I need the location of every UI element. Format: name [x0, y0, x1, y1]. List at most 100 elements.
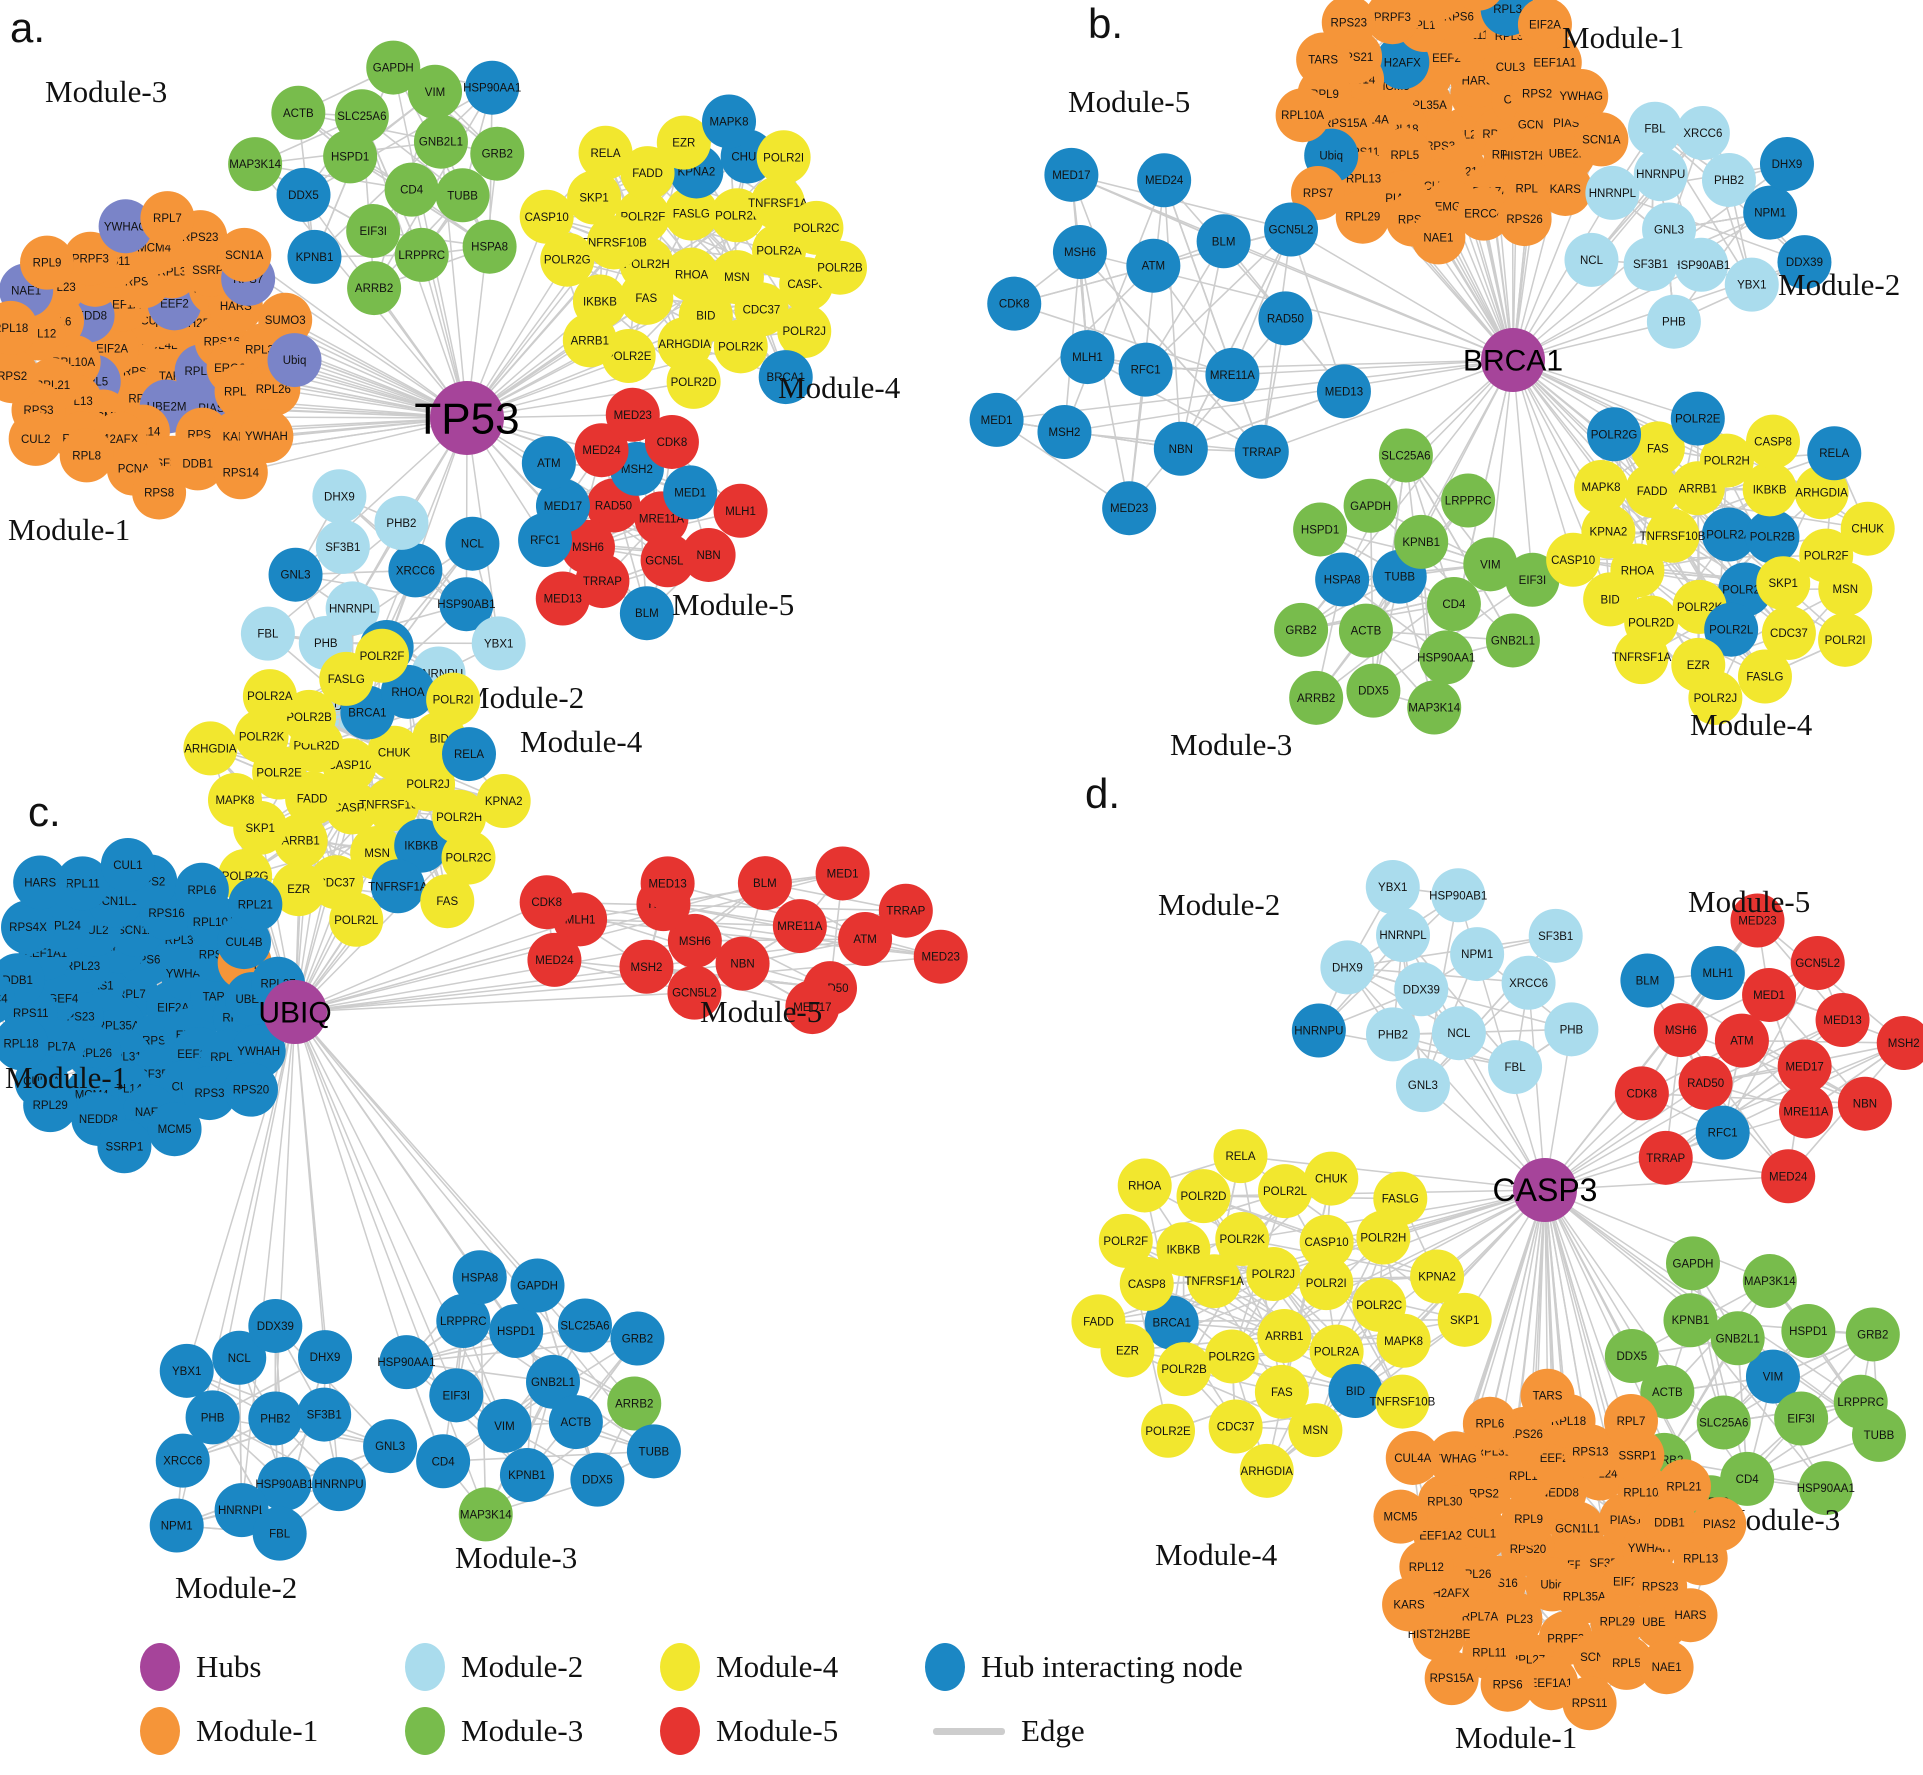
node-circle	[527, 932, 582, 987]
node-label: MSH6	[1665, 1025, 1697, 1037]
node-circle	[1343, 478, 1398, 533]
node-circle	[1599, 1635, 1654, 1690]
node-circle	[1365, 0, 1420, 45]
node-label: MED24	[1145, 175, 1184, 187]
node-ssrp1: SSRP1	[97, 1119, 152, 1174]
node-circle	[1663, 1293, 1718, 1348]
node-npm1: NPM1	[149, 1498, 204, 1553]
node-label: KARS	[1393, 1599, 1425, 1611]
node-label: POLR2A	[247, 691, 293, 703]
node-fas: FAS	[1630, 421, 1685, 476]
node-arrb2: ARRB2	[347, 261, 402, 316]
node-label: MED17	[1785, 1061, 1823, 1073]
node-label: RPL7A	[39, 1042, 76, 1054]
node-label: ATM	[1730, 1036, 1753, 1048]
node-circle	[1627, 101, 1682, 156]
node-label: RPS4X	[9, 922, 47, 934]
node-hspd1: HSPD1	[1781, 1303, 1836, 1358]
node-rps8: RPS8	[132, 465, 187, 520]
node-med23: MED23	[605, 387, 660, 442]
node-label: CUL3	[1496, 62, 1525, 74]
node-label: EEF2	[1432, 53, 1461, 65]
node-label: CHUK	[1315, 1174, 1348, 1186]
node-phb: PHB	[1646, 294, 1701, 349]
node-ybx1: YBX1	[1724, 257, 1779, 312]
node-polr2b: POLR2B	[1157, 1342, 1212, 1397]
node-label: RPL9	[33, 258, 62, 270]
node-circle	[1373, 1171, 1428, 1226]
node-circle	[1463, 537, 1518, 592]
node-skp1: SKP1	[567, 170, 622, 225]
node-label: MCM5	[158, 1124, 192, 1136]
node-circle	[334, 89, 389, 144]
node-circle	[557, 1298, 612, 1353]
node-label: RPL10A	[1623, 1488, 1666, 1500]
node-label: TNFRSF10B	[1369, 1397, 1435, 1409]
node-circle	[1497, 192, 1552, 247]
node-label: RPS26	[1506, 214, 1542, 226]
node-grb2: GRB2	[610, 1311, 665, 1366]
node-label: TNFRSF1A	[1612, 652, 1672, 664]
node-label: EEF1A2	[1419, 1531, 1462, 1543]
node-mre11a: MRE11A	[1778, 1084, 1833, 1139]
node-faslg: FASLG	[664, 186, 719, 241]
edge	[1405, 455, 1514, 641]
node-slc25a6: SLC25A6	[1696, 1395, 1751, 1450]
edge	[1014, 302, 1233, 376]
node-rps26: RPS26	[1497, 192, 1552, 247]
node-label: RPL29	[33, 1100, 68, 1112]
node-label: HIST2H2BE	[1408, 1629, 1471, 1641]
node-circle	[374, 495, 429, 550]
node-ercc4: ERCC4	[1456, 186, 1511, 241]
node-label: EEF1A1	[1530, 1678, 1573, 1690]
node-label: POLR2F	[621, 211, 666, 223]
node-circle	[240, 606, 295, 661]
node-circle	[1742, 1254, 1797, 1309]
node-label: HSPA8	[461, 1272, 498, 1284]
node-label: RPL5	[1612, 1658, 1641, 1670]
node-cul2: CUL2	[8, 411, 63, 466]
edge	[1079, 251, 1263, 453]
node-tubb: TUBB	[435, 168, 490, 223]
node-circle	[271, 85, 326, 140]
node-circle	[1505, 552, 1560, 607]
node-circle	[394, 818, 449, 873]
hub-edge	[294, 1011, 655, 1452]
node-circle	[55, 856, 110, 911]
node-label: BRCA1	[1153, 1318, 1191, 1330]
node-bid: BID	[1583, 572, 1638, 627]
node-label: KPNB1	[296, 252, 334, 264]
module-label-module-4: Module-4	[1155, 1537, 1278, 1572]
node-ddx5: DDX5	[1604, 1329, 1659, 1384]
node-circle	[656, 115, 711, 170]
node-skp1: SKP1	[1437, 1292, 1492, 1347]
node-label: POLR2B	[286, 712, 332, 724]
node-label: GCN5L2	[645, 555, 690, 567]
node-label: DHX9	[1332, 962, 1363, 974]
node-cdk8: CDK8	[519, 875, 574, 930]
node-sf3b1: SF3B1	[297, 1387, 352, 1442]
node-label: NAE1	[11, 285, 41, 297]
edge	[1180, 229, 1292, 450]
node-circle	[519, 189, 574, 244]
node-polr2l: POLR2L	[1704, 602, 1759, 657]
node-circle	[1818, 561, 1873, 616]
node-label: BLM	[753, 878, 777, 890]
node-atm: ATM	[1126, 238, 1181, 293]
node-ddb1: DDB1	[170, 436, 225, 491]
node-lrpprc: LRPPRC	[394, 227, 449, 282]
edge	[1145, 228, 1292, 371]
node-label: NEDD8	[79, 1114, 118, 1126]
node-label: RPL12	[1409, 1562, 1444, 1574]
node-grb2: GRB2	[470, 126, 525, 181]
node-polr2l: POLR2L	[710, 188, 765, 243]
node-label: ATM	[1142, 261, 1165, 273]
node-circle	[408, 64, 463, 119]
legend-item-module-1: Module-1	[140, 1702, 395, 1760]
node-circle	[97, 1119, 152, 1174]
hub-node-casp3: CASP3	[1493, 1158, 1597, 1222]
node-circle	[13, 855, 68, 910]
node-circle	[619, 586, 674, 641]
node-circle	[384, 162, 439, 217]
node-label: SF3B1	[307, 1410, 342, 1422]
